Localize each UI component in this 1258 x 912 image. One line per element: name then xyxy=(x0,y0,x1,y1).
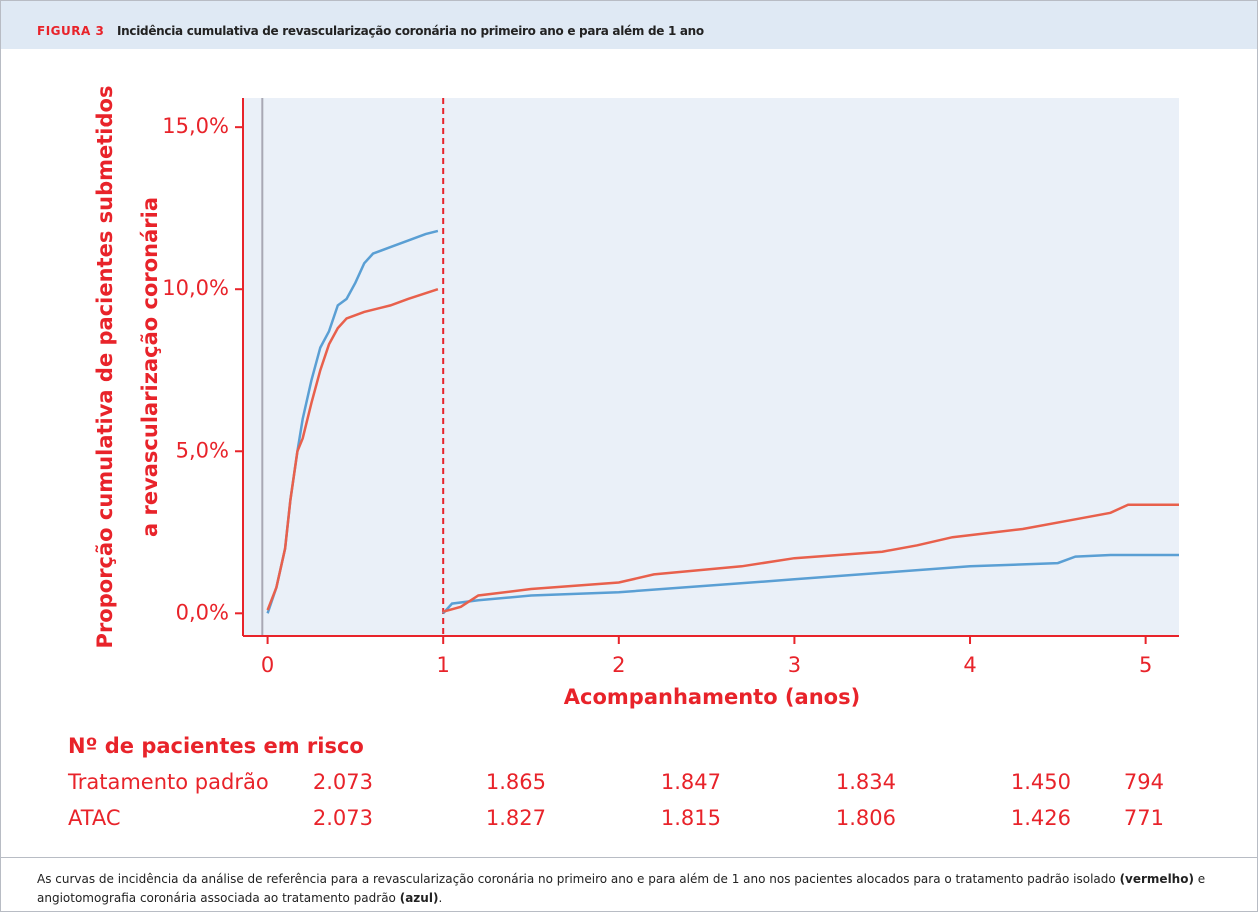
risk-value: 1.815 xyxy=(661,806,721,830)
figure-title: Incidência cumulativa de revascularizaçã… xyxy=(117,24,704,38)
plot-background xyxy=(243,98,1179,636)
y-axis-label: a revascularização coronária xyxy=(138,197,162,537)
x-tick-label: 4 xyxy=(963,653,976,677)
risk-value: 2.073 xyxy=(313,806,373,830)
risk-table-title: Nº de pacientes em risco xyxy=(68,734,364,758)
risk-value: 1.865 xyxy=(486,770,546,794)
risk-value: 1.847 xyxy=(661,770,721,794)
y-tick-label: 15,0% xyxy=(162,114,229,138)
x-tick-label: 5 xyxy=(1139,653,1152,677)
x-tick-label: 3 xyxy=(788,653,801,677)
caption: As curvas de incidência da análise de re… xyxy=(1,857,1257,911)
risk-value: 1.827 xyxy=(486,806,546,830)
risk-value: 794 xyxy=(1124,770,1164,794)
risk-value: 771 xyxy=(1124,806,1164,830)
caption-part: (azul) xyxy=(399,891,439,905)
risk-row-label: Tratamento padrão xyxy=(67,770,269,794)
y-tick-label: 0,0% xyxy=(176,600,229,624)
header: FIGURA 3 Incidência cumulativa de revasc… xyxy=(1,1,1257,49)
y-tick-label: 10,0% xyxy=(162,276,229,300)
x-axis-label: Acompanhamento (anos) xyxy=(564,685,860,709)
x-tick-label: 1 xyxy=(437,653,450,677)
x-tick-label: 0 xyxy=(261,653,274,677)
risk-value: 1.450 xyxy=(1011,770,1071,794)
caption-part: e angiotomografia coronária associada ao… xyxy=(37,872,1206,905)
y-axis-label: Proporção cumulativa de pacientes submet… xyxy=(93,86,117,649)
risk-value: 1.806 xyxy=(836,806,896,830)
caption-part: As curvas de incidência da análise de re… xyxy=(37,872,1120,886)
risk-value: 1.426 xyxy=(1011,806,1071,830)
risk-value: 2.073 xyxy=(313,770,373,794)
chart: Acompanhamento (anos) Nº de pacientes em… xyxy=(67,86,1179,830)
caption-part: . xyxy=(438,891,443,905)
risk-value: 1.834 xyxy=(836,770,896,794)
series-line xyxy=(266,288,1179,613)
caption-part: (vermelho) xyxy=(1119,872,1194,886)
risk-row-label: ATAC xyxy=(68,806,121,830)
y-tick-label: 5,0% xyxy=(176,438,229,462)
figure-label: FIGURA 3 xyxy=(37,24,105,38)
x-tick-label: 2 xyxy=(612,653,625,677)
caption-text: As curvas de incidência da análise de re… xyxy=(37,870,1219,908)
